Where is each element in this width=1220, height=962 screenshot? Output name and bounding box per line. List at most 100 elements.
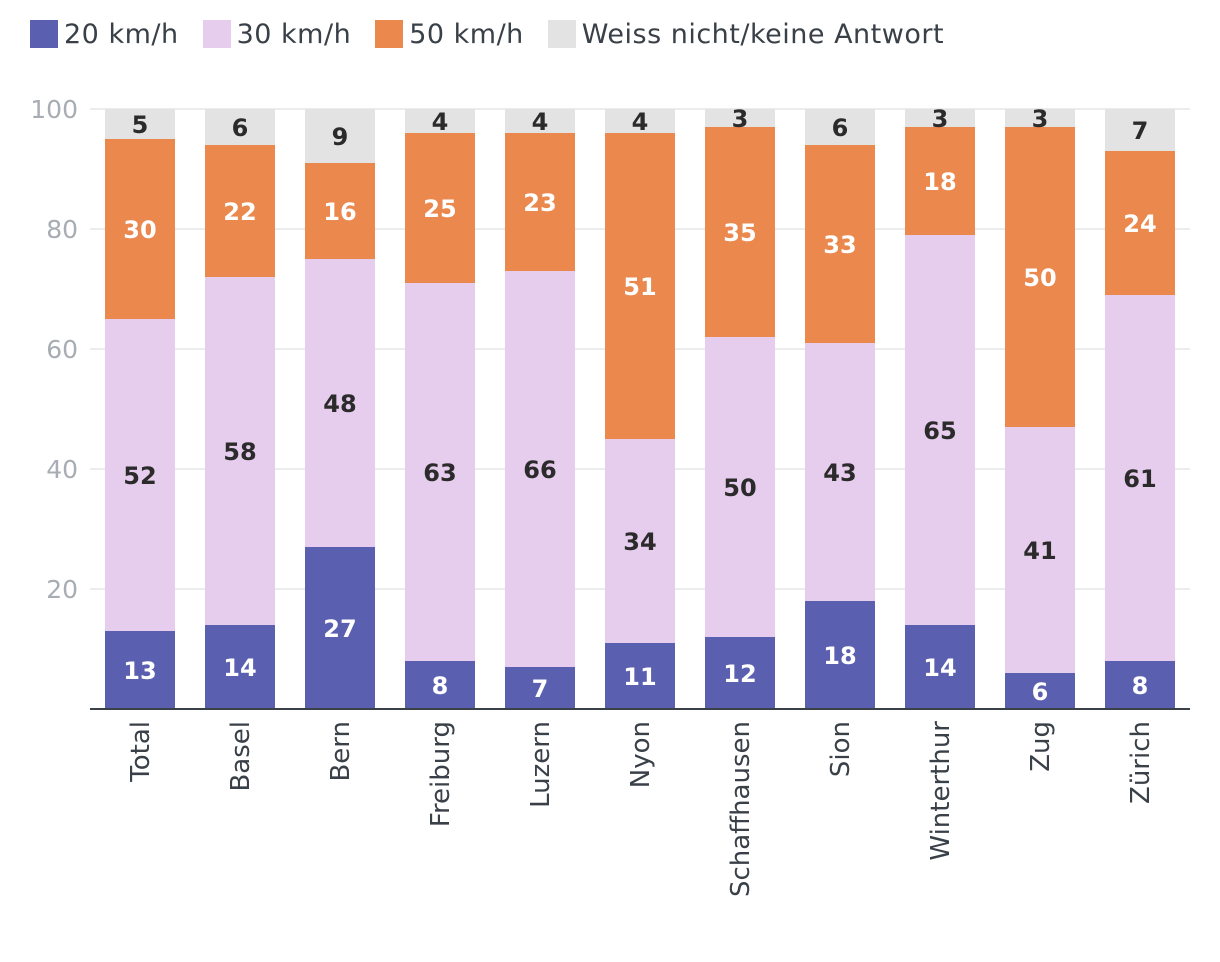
x-category-label: Luzern (526, 721, 556, 808)
bar-segment (905, 235, 975, 625)
bar-segment (705, 337, 775, 637)
bar-segment (105, 109, 175, 139)
y-tick-label: 80 (46, 215, 78, 244)
segment-value-label: 35 (723, 219, 756, 247)
bar-segment (705, 109, 775, 127)
segment-value-label: 51 (623, 273, 656, 301)
segment-value-label: 48 (323, 390, 356, 418)
segment-value-label: 18 (823, 642, 856, 670)
bar-segment (1105, 661, 1175, 709)
bar-segment (1105, 295, 1175, 661)
segment-value-label: 14 (923, 654, 956, 682)
x-category-label: Sion (826, 721, 856, 777)
segment-value-label: 63 (423, 459, 456, 487)
y-tick-label: 60 (46, 335, 78, 364)
x-category-label: Nyon (626, 721, 656, 788)
segment-value-label: 5 (132, 111, 149, 139)
bar-segment (805, 145, 875, 343)
bar-segment (605, 643, 675, 709)
bar-segment (705, 127, 775, 337)
segment-value-label: 24 (1123, 210, 1156, 238)
x-category-label: Total (126, 721, 156, 783)
bar-segment (605, 439, 675, 643)
legend-item-30kmh: 30 km/h (202, 19, 352, 50)
segment-value-label: 4 (532, 108, 549, 136)
segment-value-label: 12 (723, 660, 756, 688)
y-tick-label: 40 (46, 455, 78, 484)
legend-label-unknown: Weiss nicht/keine Antwort (581, 18, 945, 50)
legend-swatch-30kmh (202, 20, 231, 48)
legend-swatch-20kmh (30, 20, 58, 48)
legend-item-20kmh: 20 km/h (30, 19, 179, 50)
x-category-label: Basel (226, 721, 256, 792)
x-category-label: Bern (326, 721, 356, 782)
segment-value-label: 4 (432, 108, 449, 136)
x-category-label: Schaffhausen (726, 721, 756, 897)
segment-value-label: 4 (632, 108, 649, 136)
segment-value-label: 6 (832, 114, 849, 142)
segment-value-label: 3 (1032, 105, 1049, 133)
bar-segment (1005, 673, 1075, 709)
bar-segment (505, 271, 575, 667)
bar-segment (905, 109, 975, 127)
segment-value-label: 50 (723, 474, 756, 502)
legend-label-20kmh: 20 km/h (64, 18, 179, 50)
bar-segment (305, 547, 375, 709)
segment-value-label: 50 (1023, 264, 1056, 292)
segment-value-label: 65 (923, 417, 956, 445)
bar-segment (205, 109, 275, 145)
segment-value-label: 6 (1032, 678, 1049, 706)
bar-segment (505, 109, 575, 133)
bar-segment (105, 631, 175, 709)
segment-value-label: 13 (123, 657, 156, 685)
segment-value-label: 30 (123, 216, 156, 244)
x-category-label: Winterthur (926, 721, 956, 861)
segment-value-label: 34 (623, 528, 656, 556)
segment-value-label: 7 (532, 675, 549, 703)
x-category-label: Freiburg (426, 721, 456, 827)
legend-item-unknown: Weiss nicht/keine Antwort (547, 18, 945, 50)
bar-segment (505, 667, 575, 709)
bar-segment (1005, 427, 1075, 673)
bar-segment (405, 283, 475, 661)
bar-segment (905, 127, 975, 235)
bar-segment (305, 163, 375, 259)
bar-segment (505, 133, 575, 271)
bar-segment (705, 637, 775, 709)
segment-value-label: 52 (123, 462, 156, 490)
bar-segment (805, 601, 875, 709)
x-category-label: Zürich (1126, 721, 1156, 804)
segment-value-label: 11 (623, 663, 656, 691)
bar-segment (405, 661, 475, 709)
segment-value-label: 16 (323, 198, 356, 226)
segment-value-label: 61 (1123, 465, 1156, 493)
legend-label-50kmh: 50 km/h (409, 18, 524, 50)
legend-swatch-50kmh (375, 20, 404, 48)
segment-value-label: 18 (923, 168, 956, 196)
segment-value-label: 23 (523, 189, 556, 217)
y-tick-label: 20 (46, 575, 78, 604)
bar-segment (805, 109, 875, 145)
segment-value-label: 3 (932, 105, 949, 133)
segment-value-label: 27 (323, 615, 356, 643)
segment-value-label: 8 (432, 672, 449, 700)
bar-segment (305, 259, 375, 547)
bar-segment (805, 343, 875, 601)
segment-value-label: 41 (1023, 537, 1056, 565)
legend: 20 km/h 30 km/h 50 km/h Weiss nicht/kein… (30, 14, 968, 54)
y-tick-label: 100 (30, 95, 78, 124)
x-category-label: Zug (1026, 721, 1056, 772)
bar-segment (105, 319, 175, 631)
segment-value-label: 66 (523, 456, 556, 484)
segment-value-label: 9 (332, 123, 349, 151)
bar-segment (405, 109, 475, 133)
segment-value-label: 22 (223, 198, 256, 226)
bar-segment (1105, 109, 1175, 151)
segment-value-label: 3 (732, 105, 749, 133)
segment-value-label: 43 (823, 459, 856, 487)
segment-value-label: 6 (232, 114, 249, 142)
bar-segment (405, 133, 475, 283)
bar-segment (205, 145, 275, 277)
bar-segment (605, 133, 675, 439)
